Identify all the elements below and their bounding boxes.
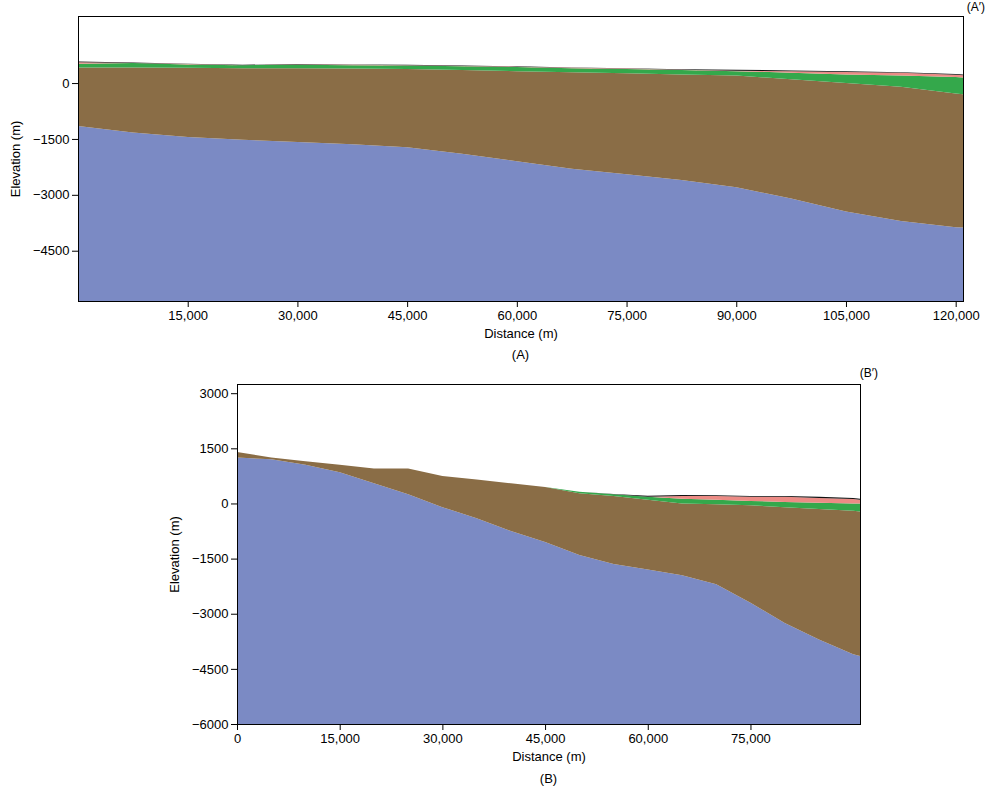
svg-text:Elevation (m): Elevation (m) bbox=[167, 516, 182, 593]
svg-text:1500: 1500 bbox=[200, 441, 229, 456]
svg-text:60,000: 60,000 bbox=[628, 731, 668, 746]
svg-text:45,000: 45,000 bbox=[526, 731, 566, 746]
svg-text:−3000: −3000 bbox=[192, 606, 229, 621]
svg-text:Elevation (m): Elevation (m) bbox=[8, 121, 23, 198]
svg-text:0: 0 bbox=[221, 496, 228, 511]
svg-text:3000: 3000 bbox=[200, 386, 229, 401]
svg-text:120,000: 120,000 bbox=[933, 308, 980, 323]
svg-text:Distance (m): Distance (m) bbox=[512, 749, 586, 764]
svg-text:45,000: 45,000 bbox=[388, 308, 428, 323]
svg-text:Distance (m): Distance (m) bbox=[484, 326, 558, 341]
svg-text:−1500: −1500 bbox=[33, 132, 70, 147]
svg-text:0: 0 bbox=[62, 76, 69, 91]
svg-text:60,000: 60,000 bbox=[497, 308, 537, 323]
html-text:(A): (A) bbox=[511, 347, 530, 362]
svg-text:75,000: 75,000 bbox=[607, 308, 647, 323]
svg-text:30,000: 30,000 bbox=[423, 731, 463, 746]
svg-text:−3000: −3000 bbox=[33, 187, 70, 202]
svg-text:−4500: −4500 bbox=[33, 243, 70, 258]
svg-text:−1500: −1500 bbox=[192, 551, 229, 566]
svg-text:15,000: 15,000 bbox=[168, 308, 208, 323]
svg-text:−6000: −6000 bbox=[192, 717, 229, 732]
svg-text:90,000: 90,000 bbox=[717, 308, 757, 323]
html-text:(B): (B) bbox=[539, 771, 558, 786]
svg-text:0: 0 bbox=[234, 731, 241, 746]
svg-text:15,000: 15,000 bbox=[320, 731, 360, 746]
html-text:(B′): (B′) bbox=[859, 366, 878, 380]
html-text:(A′): (A′) bbox=[966, 0, 985, 14]
svg-text:30,000: 30,000 bbox=[278, 308, 318, 323]
svg-text:75,000: 75,000 bbox=[731, 731, 771, 746]
svg-text:105,000: 105,000 bbox=[823, 308, 870, 323]
svg-text:−4500: −4500 bbox=[192, 662, 229, 677]
